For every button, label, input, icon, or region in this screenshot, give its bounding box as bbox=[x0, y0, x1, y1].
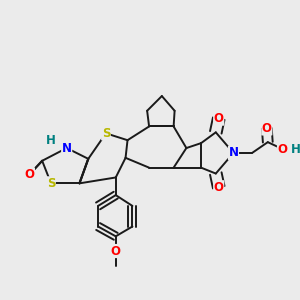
Text: N: N bbox=[62, 142, 72, 154]
Text: H: H bbox=[291, 142, 300, 155]
Text: S: S bbox=[47, 177, 55, 190]
Text: O: O bbox=[24, 168, 34, 181]
Text: O: O bbox=[111, 244, 121, 257]
Text: O: O bbox=[262, 122, 272, 135]
Text: N: N bbox=[229, 146, 238, 159]
Text: S: S bbox=[102, 127, 110, 140]
Text: O: O bbox=[214, 112, 224, 125]
Text: O: O bbox=[214, 181, 224, 194]
Text: O: O bbox=[278, 142, 287, 155]
Text: H: H bbox=[46, 134, 56, 147]
